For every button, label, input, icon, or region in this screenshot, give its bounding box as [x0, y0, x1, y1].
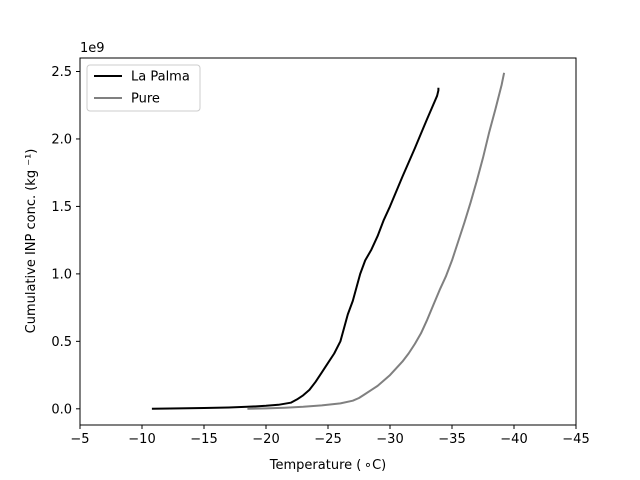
y-tick-label: 1.5 [51, 200, 72, 215]
y-tick-label: 2.0 [51, 132, 72, 147]
legend-label-la-palma: La Palma [131, 70, 190, 85]
x-tick-label: −15 [190, 432, 217, 447]
x-tick-label: −30 [376, 432, 403, 447]
axis-ticks: −5 −10 −15 −20 −25 −30 −35 −40 −45 0.0 0.5 1.0 1.5 2.… [51, 65, 589, 447]
x-tick-label: −35 [438, 432, 465, 447]
y-tick-label: 1.0 [51, 267, 72, 282]
series-line-la-palma [151, 87, 440, 410]
x-tick-label: −45 [562, 432, 589, 447]
x-axis-label: Temperature ( ∘C) [269, 458, 386, 473]
y-tick-label: 2.5 [51, 65, 72, 80]
legend-label-pure: Pure [131, 92, 160, 107]
plot-area [151, 72, 506, 410]
x-tick-label: −5 [70, 432, 89, 447]
y-offset-text: 1e9 [80, 41, 105, 56]
x-tick-label: −40 [500, 432, 527, 447]
axes-frame [79, 57, 577, 426]
x-tick-label: −25 [314, 432, 341, 447]
y-tick-label: 0.0 [51, 402, 72, 417]
x-tick-label: −10 [128, 432, 155, 447]
y-tick-label: 0.5 [51, 335, 72, 350]
y-axis-label: Cumulative INP conc. (kg ⁻¹) [24, 149, 39, 334]
series-line-pure [247, 72, 506, 410]
legend: La Palma Pure [86, 64, 201, 112]
x-tick-label: −20 [252, 432, 279, 447]
